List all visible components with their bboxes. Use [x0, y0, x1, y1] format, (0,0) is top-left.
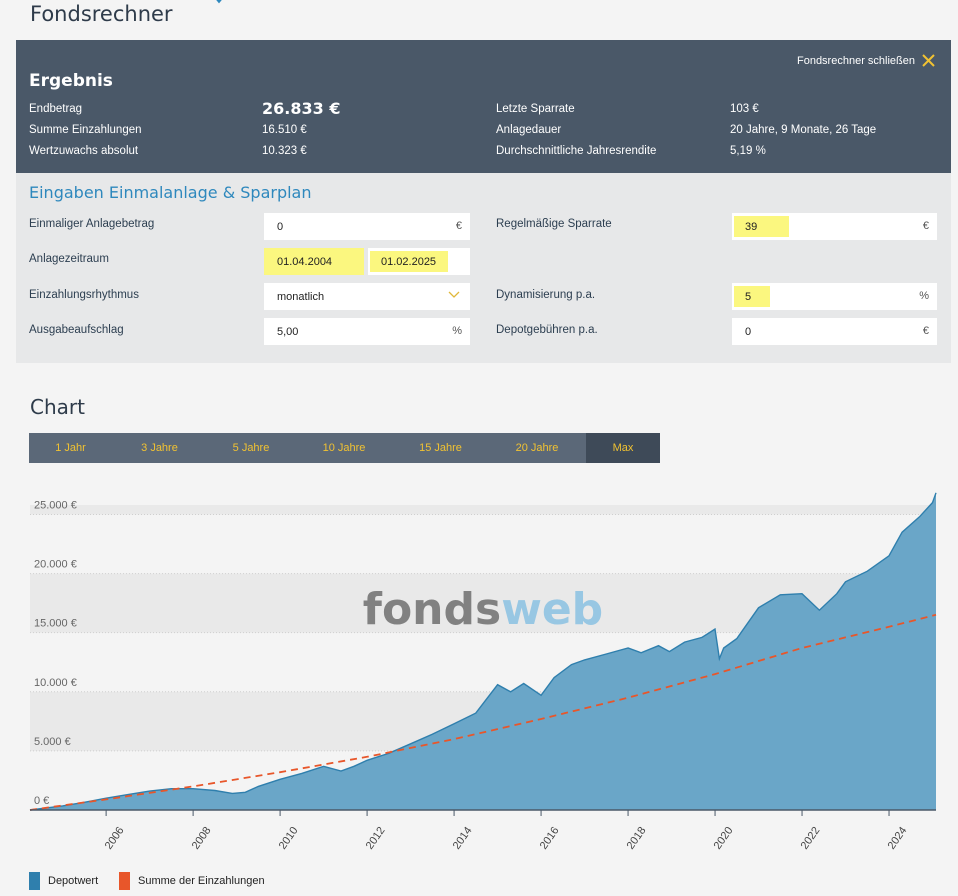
grid-band [30, 505, 936, 515]
fondsweb-watermark: fondsweb [363, 584, 603, 635]
einmal-input[interactable]: 0 € [264, 213, 470, 240]
x-tick-label: 2024 [886, 825, 910, 852]
range-tab-3-jahre[interactable]: 3 Jahre [141, 442, 178, 454]
depotwert-line [29, 492, 937, 811]
dynamik-value: 5 [745, 291, 752, 303]
dynamik-label: Dynamisierung p.a. [496, 289, 596, 301]
legend-label-depotwert: Depotwert [48, 875, 99, 887]
chart: 0 € 5.000 € 10.000 € 15.000 € 20.000 € 25.000… [29, 492, 937, 852]
endbetrag-value: 26.833 € [262, 99, 341, 118]
range-tab-20-jahre[interactable]: 20 Jahre [515, 442, 559, 454]
legend-label-einzahlungen: Summe der Einzahlungen [138, 875, 265, 887]
depotwert-area [30, 492, 936, 810]
result-title: Ergebnis [29, 71, 113, 91]
close-icon[interactable] [922, 54, 935, 67]
jahresrendite-value: 5,19 % [730, 145, 766, 157]
close-calculator-button[interactable]: Fondsrechner schließen [797, 54, 935, 67]
y-tick-label: 20.000 € [34, 559, 77, 571]
y-tick-label: 25.000 € [34, 499, 77, 511]
chevron-down-icon [216, 0, 222, 4]
depot-value: 0 [745, 326, 752, 338]
start-date-input[interactable]: 01.04.2004 [264, 248, 364, 275]
x-tick-label: 2020 [712, 825, 736, 852]
x-tick-label: 2012 [364, 825, 388, 852]
einzahlungen-line [29, 613, 937, 811]
chart-title: Chart [30, 395, 85, 419]
aufschlag-value: 5,00 [277, 326, 299, 338]
legend-depotwert: Depotwert [29, 872, 98, 890]
close-label: Fondsrechner schließen [796, 54, 915, 67]
dynamik-unit: % [919, 290, 929, 302]
sparrate-unit: € [922, 220, 929, 232]
y-tick-label: 15.000 € [34, 618, 77, 630]
legend-swatch-depotwert [29, 872, 40, 890]
range-tab-1-jahr[interactable]: 1 Jahr [55, 442, 86, 454]
aufschlag-input[interactable]: 5,00 % [264, 318, 470, 345]
result-panel: Fondsrechner schließen Ergebnis Endbetra… [16, 40, 951, 173]
chevron-down-icon [448, 291, 460, 298]
page-title: Fondsrechner [30, 2, 173, 26]
legend-swatch-einzahlungen [119, 872, 130, 890]
einmal-value: 0 [277, 221, 284, 233]
letzte-sparrate-value: 103 € [730, 103, 759, 115]
wertzuwachs-label: Wertzuwachs absolut [29, 145, 139, 157]
y-tick-label: 10.000 € [34, 677, 77, 689]
letzte-sparrate-label: Letzte Sparrate [496, 103, 575, 115]
rhythmus-select[interactable]: monatlich [264, 283, 470, 310]
legend-einzahlungen: Summe der Einzahlungen [119, 872, 265, 890]
rhythmus-value: monatlich [277, 291, 325, 303]
zeitraum-label: Anlagezeitraum [29, 253, 109, 265]
x-tick-label: 2010 [277, 825, 301, 852]
inputs-panel: Eingaben Einmalanlage & Sparplan Einmali… [16, 173, 951, 363]
x-tick-label: 2018 [625, 825, 649, 852]
wertzuwachs-value: 10.323 € [262, 145, 307, 157]
range-tab-max[interactable]: Max [586, 433, 660, 463]
aufschlag-label: Ausgabeaufschlag [29, 324, 124, 336]
depot-input[interactable]: 0 € [732, 318, 937, 345]
jahresrendite-label: Durchschnittliche Jahresrendite [496, 145, 657, 157]
range-tab-10-jahre[interactable]: 10 Jahre [322, 442, 366, 454]
x-tick-label: 2008 [190, 825, 214, 852]
range-tab-15-jahre[interactable]: 15 Jahre [419, 442, 462, 454]
endbetrag-label: Endbetrag [29, 103, 83, 115]
rhythmus-label: Einzahlungsrhythmus [29, 289, 139, 301]
depot-label: Depotgebühren p.a. [496, 324, 598, 336]
anlagedauer-label: Anlagedauer [496, 124, 562, 136]
x-tick-label: 2022 [799, 825, 823, 852]
x-tick-label: 2014 [451, 825, 475, 852]
range-tabs: 1 Jahr 3 Jahre 5 Jahre 10 Jahre 15 Jahre 20 J… [29, 433, 660, 463]
start-date-value: 01.04.2004 [277, 256, 333, 268]
y-tick-label: 5.000 € [34, 736, 71, 748]
einmal-label: Einmaliger Anlagebetrag [29, 218, 155, 230]
x-tick-label: 2006 [103, 825, 127, 852]
depot-unit: € [922, 325, 929, 337]
summe-einzahlungen-value: 16.510 € [262, 124, 307, 136]
end-date-input[interactable]: 01.02.2025 [368, 248, 470, 275]
sparrate-input[interactable]: 39 € [732, 213, 937, 240]
einmal-unit: € [455, 220, 462, 232]
summe-einzahlungen-label: Summe Einzahlungen [29, 124, 142, 136]
y-tick-label: 0 € [34, 795, 49, 807]
inputs-title: Eingaben Einmalanlage & Sparplan [29, 183, 312, 202]
x-tick-label: 2016 [538, 825, 562, 852]
end-date-value: 01.02.2025 [381, 256, 437, 268]
anlagedauer-value: 20 Jahre, 9 Monate, 26 Tage [730, 124, 877, 136]
aufschlag-unit: % [452, 325, 462, 337]
range-tab-5-jahre[interactable]: 5 Jahre [232, 442, 270, 454]
sparrate-value: 39 [745, 221, 758, 233]
sparrate-label: Regelmäßige Sparrate [496, 218, 612, 230]
dynamik-input[interactable]: 5 % [732, 283, 937, 310]
